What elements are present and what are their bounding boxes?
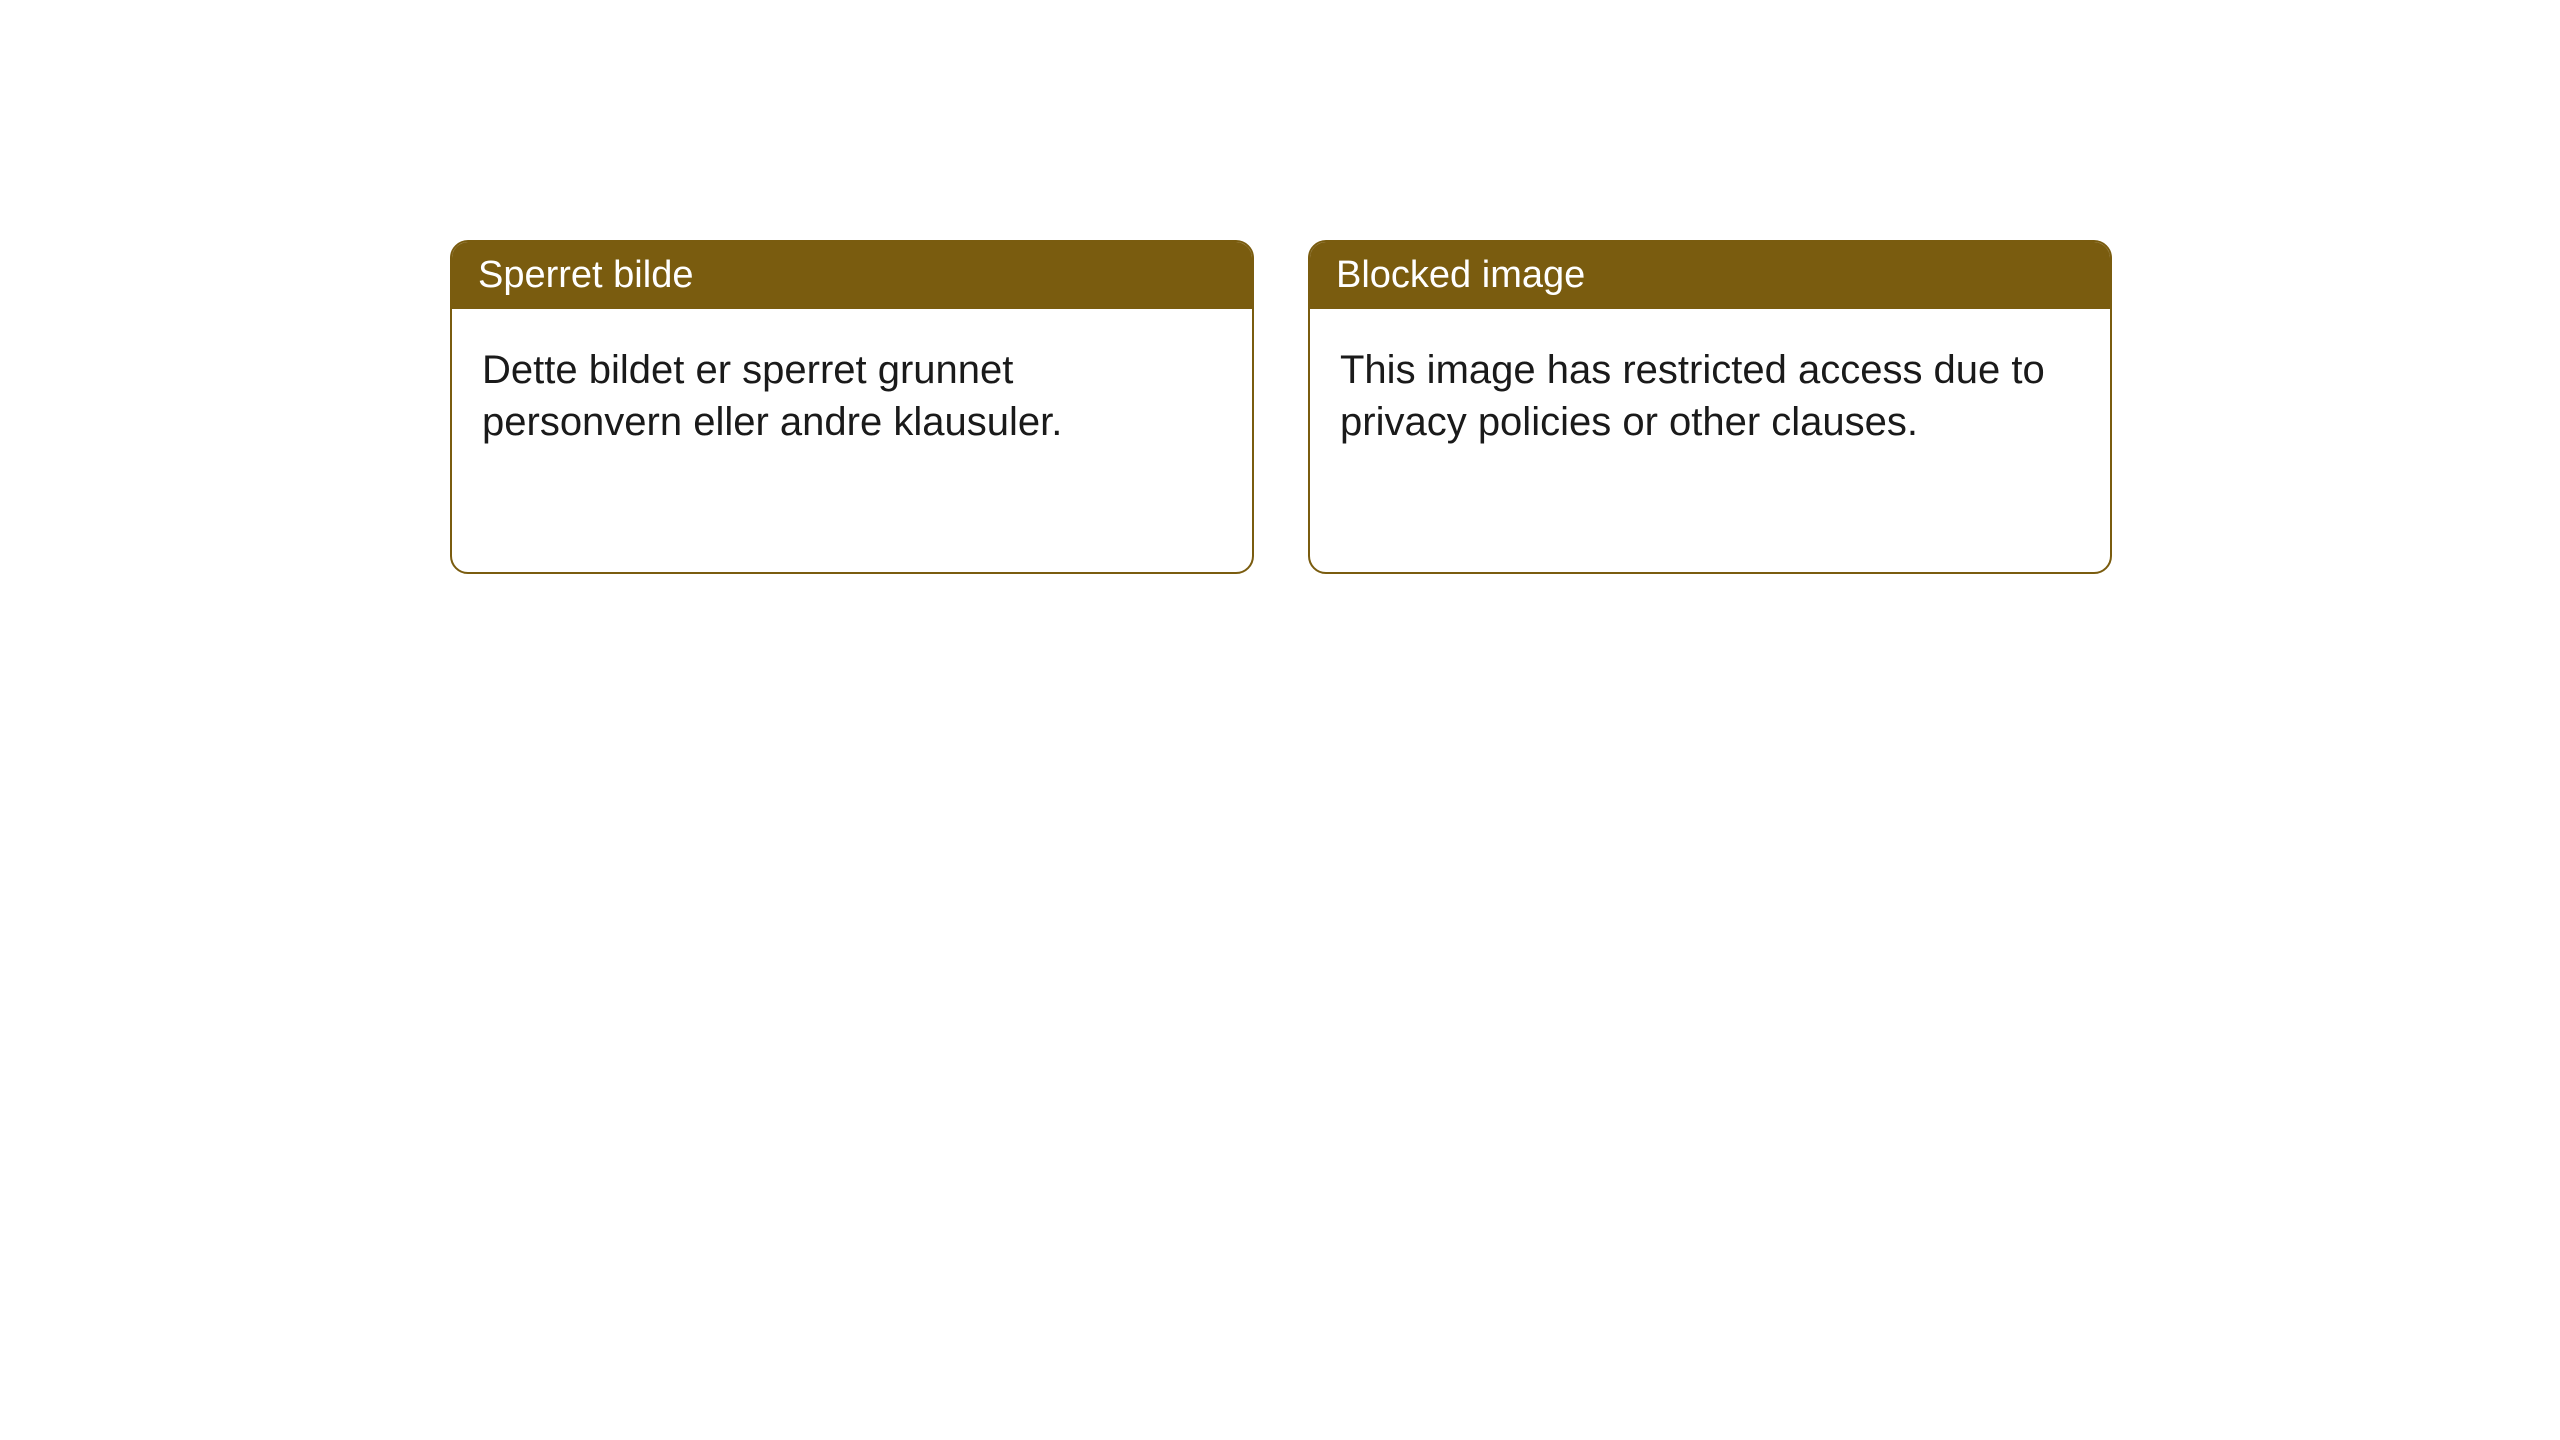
card-text-en: This image has restricted access due to … <box>1340 348 2045 444</box>
card-body-en: This image has restricted access due to … <box>1310 309 2110 484</box>
card-header-no: Sperret bilde <box>452 242 1252 309</box>
card-body-no: Dette bildet er sperret grunnet personve… <box>452 309 1252 484</box>
card-title-en: Blocked image <box>1336 254 1585 296</box>
blocked-image-card-en: Blocked image This image has restricted … <box>1308 240 2112 574</box>
blocked-image-card-no: Sperret bilde Dette bildet er sperret gr… <box>450 240 1254 574</box>
card-header-en: Blocked image <box>1310 242 2110 309</box>
card-title-no: Sperret bilde <box>478 254 693 296</box>
cards-container: Sperret bilde Dette bildet er sperret gr… <box>0 0 2560 574</box>
card-text-no: Dette bildet er sperret grunnet personve… <box>482 348 1062 444</box>
